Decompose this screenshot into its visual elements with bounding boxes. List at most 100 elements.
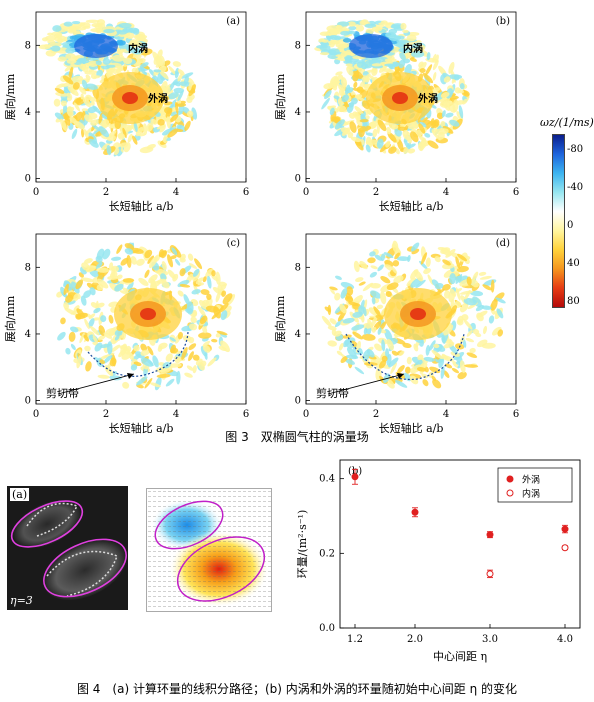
legend-marker <box>506 489 514 497</box>
vorticity-field <box>56 242 236 391</box>
vector-field <box>146 488 272 612</box>
vorticity-svg: 0 2 4 6 8 4 0 长短轴比 a/b 展向/mm (c) 剪切带 <box>3 233 249 435</box>
outer-vortex-point <box>351 473 359 481</box>
colorbar-tick: -40 <box>567 182 584 193</box>
chart-frame <box>339 459 581 629</box>
y-tick-label: 0 <box>295 396 301 407</box>
vorticity-field <box>321 240 506 389</box>
panel-4a-letter: (a) <box>10 488 30 501</box>
x-axis-label: 长短轴比 a/b <box>109 199 174 213</box>
vector-field-svg <box>147 489 271 611</box>
shear-band-label: 剪切带 <box>46 386 79 400</box>
colorbar-gradient <box>552 134 565 308</box>
panel-letter: (b) <box>496 16 510 27</box>
y-tick-label: 8 <box>295 262 301 273</box>
y-tick-label: 4 <box>295 329 301 340</box>
y-tick-label: 0.0 <box>319 623 335 634</box>
x-tick-label: 0 <box>33 187 39 198</box>
colorbar-tick: 0 <box>567 220 574 231</box>
vorticity-panel: 0 2 4 6 8 4 0 长短轴比 a/b 展向/mm (d) 剪切带 <box>270 222 540 444</box>
y-axis-label: 展向/mm <box>3 295 17 342</box>
x-axis-label: 长短轴比 a/b <box>379 199 444 213</box>
panel-letter: (c) <box>227 238 241 249</box>
legend-marker <box>506 475 514 483</box>
panel-letter: (d) <box>496 238 510 249</box>
x-tick-label: 4 <box>173 187 179 198</box>
y-tick-label: 8 <box>25 40 31 51</box>
y-tick-label: 4 <box>25 329 31 340</box>
figure-4-caption: 图 4 (a) 计算环量的线积分路径；(b) 内涡和外涡的环量随初始中心间距 η… <box>76 682 517 696</box>
outer-vortex-point <box>411 508 419 516</box>
vorticity-field <box>38 19 198 157</box>
outer-vortex-point <box>486 531 494 539</box>
x-tick-label: 3.0 <box>482 634 498 645</box>
vorticity-svg: 0 2 4 6 8 4 0 长短轴比 a/b 展向/mm (d) 剪切带 <box>273 233 519 435</box>
x-tick-label: 1.2 <box>347 634 363 645</box>
legend-label: 内涡 <box>522 488 540 500</box>
outer-vortex-label: 外涡 <box>417 92 438 105</box>
chart-y-label: 环量/(m²·s⁻¹) <box>296 510 309 579</box>
figure-3-caption: 图 3 双椭圆气柱的涡量场 <box>225 430 369 444</box>
eta-label: η=3 <box>10 594 33 607</box>
x-tick-label: 2 <box>373 187 379 198</box>
x-tick-label: 6 <box>243 187 249 198</box>
colorbar: ωz/(1/ms) -80 -40 0 40 80 <box>536 116 594 326</box>
y-tick-label: 0 <box>295 174 301 185</box>
shear-band-label: 剪切带 <box>316 386 349 400</box>
x-tick-label: 2 <box>103 409 109 420</box>
streakline-photo: (a) η=3 <box>7 486 128 610</box>
vorticity-field <box>314 19 470 155</box>
inner-vortex-point <box>486 570 494 578</box>
colorbar-tick: 80 <box>567 296 580 307</box>
y-tick-label: 8 <box>25 262 31 273</box>
x-tick-label: 0 <box>303 409 309 420</box>
shear-band-line <box>87 331 189 377</box>
chart-svg: 1.2 2.0 3.0 4.00.00.20.4(b)中心间距 η环量/(m²·s⁻¹… <box>296 459 581 663</box>
legend-label: 外涡 <box>522 474 540 486</box>
x-axis-label: 长短轴比 a/b <box>379 421 444 435</box>
circulation-chart: 1.2 2.0 3.0 4.0 0.0 0.2 0.4 (b) 中心间距 η 环量/(m²·s⁻¹… <box>290 452 590 672</box>
x-tick-label: 2 <box>103 187 109 198</box>
inner-vortex-point <box>561 544 569 552</box>
vorticity-panel: 0 2 4 6 8 4 0 长短轴比 a/b 展向/mm (b) 内涡外涡 <box>270 0 540 222</box>
shear-band-arrow <box>57 373 135 395</box>
x-tick-label: 0 <box>303 187 309 198</box>
x-tick-label: 6 <box>513 187 519 198</box>
panel-letter: (a) <box>226 16 240 27</box>
x-tick-label: 4 <box>443 409 449 420</box>
vorticity-panel: 0 2 4 6 8 4 0 长短轴比 a/b 展向/mm (a) 内涡 外涡 <box>0 0 270 222</box>
vorticity-panel: 0 2 4 6 8 4 0 长短轴比 a/b 展向/mm (c) 剪切带 <box>0 222 270 444</box>
y-tick-label: 0 <box>25 396 31 407</box>
chart-x-label: 中心间距 η <box>433 650 487 663</box>
y-axis-label: 展向/mm <box>3 73 17 120</box>
x-tick-label: 4 <box>443 187 449 198</box>
photo-svg <box>10 500 127 601</box>
colorbar-title: ωz/(1/ms) <box>540 116 594 129</box>
colorbar-tick: -80 <box>567 144 584 155</box>
shear-band-line <box>345 333 465 381</box>
y-tick-label: 8 <box>295 40 301 51</box>
y-axis-label: 展向/mm <box>273 295 287 342</box>
y-tick-label: 4 <box>295 107 301 118</box>
x-axis-label: 长短轴比 a/b <box>109 421 174 435</box>
inner-vortex-label: 内涡 <box>128 42 148 55</box>
x-tick-label: 2.0 <box>407 634 423 645</box>
x-tick-label: 6 <box>243 409 249 420</box>
x-tick-label: 2 <box>373 409 379 420</box>
y-tick-label: 0.2 <box>319 548 335 559</box>
shear-band-arrow <box>327 373 405 395</box>
outer-vortex-point <box>561 525 569 533</box>
inner-vortex-label: 内涡 <box>403 42 423 55</box>
y-axis-label: 展向/mm <box>273 73 287 120</box>
x-tick-label: 4.0 <box>557 634 573 645</box>
x-tick-label: 4 <box>173 409 179 420</box>
colorbar-tick: 40 <box>567 258 580 269</box>
x-tick-label: 6 <box>513 409 519 420</box>
y-tick-label: 0.4 <box>319 474 335 485</box>
outer-vortex-label: 外涡 <box>147 92 168 105</box>
x-tick-label: 0 <box>33 409 39 420</box>
y-tick-label: 0 <box>25 174 31 185</box>
